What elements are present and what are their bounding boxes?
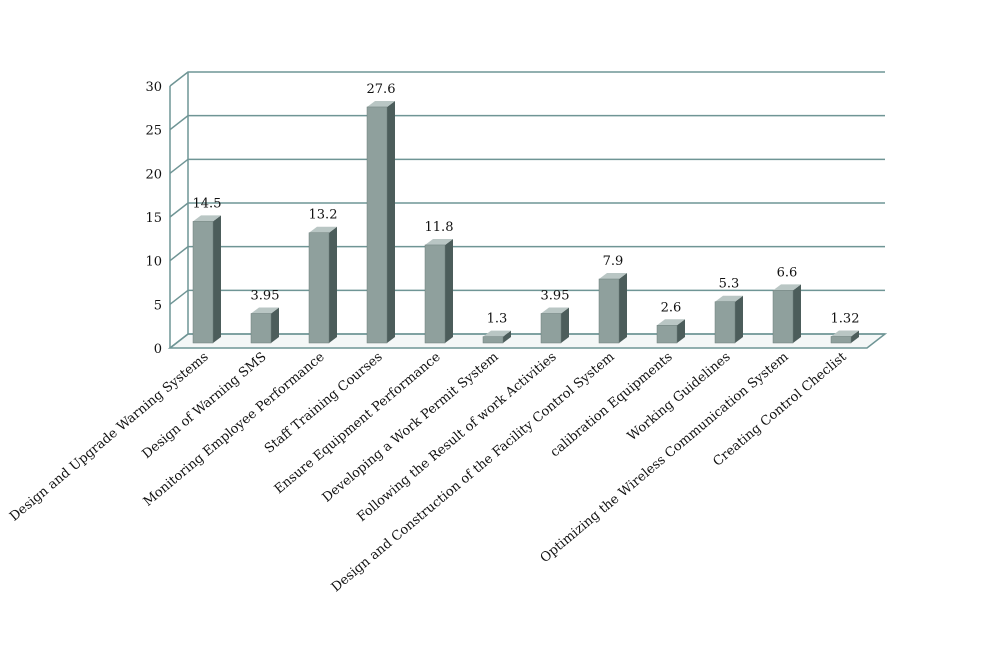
bar [598, 278, 620, 344]
y-tick-label: 0 [154, 342, 162, 357]
data-label: 27.6 [367, 82, 396, 97]
bar [540, 313, 562, 344]
bar-side [793, 284, 801, 343]
y-tick-label: 30 [145, 80, 162, 95]
bar [308, 232, 330, 344]
bar [656, 325, 678, 344]
data-label: 3.95 [541, 289, 570, 304]
bar-top [251, 307, 279, 314]
y-tick-label: 15 [145, 211, 162, 226]
x-tick-label: Staff Training Courses [262, 350, 386, 457]
bar-side [445, 238, 453, 343]
bar [424, 244, 446, 344]
bar-top [541, 307, 569, 314]
bar-side [561, 307, 569, 343]
bar-top [425, 238, 453, 245]
y-tick-label: 25 [145, 124, 162, 139]
bar [772, 290, 794, 344]
bar-top [599, 273, 627, 280]
bar-top [193, 215, 221, 222]
grid-line [169, 114, 885, 131]
bar [482, 336, 504, 344]
bar [714, 301, 736, 344]
bar-side [271, 307, 279, 343]
grid-line [169, 202, 885, 218]
bar-side [213, 215, 221, 343]
data-label: 7.9 [603, 254, 624, 269]
bar-top [309, 226, 337, 233]
data-label: 11.8 [425, 220, 454, 235]
bar-top [715, 295, 743, 302]
data-label: 1.32 [831, 311, 860, 326]
y-tick-label: 10 [145, 255, 162, 270]
grid-line [169, 71, 885, 87]
x-tick-label: Design and Construction of the Facility … [329, 350, 618, 596]
bar-side [735, 295, 743, 343]
bar-top [367, 100, 395, 107]
grid-line [169, 333, 885, 349]
data-label: 14.5 [193, 196, 222, 211]
bar-top [657, 319, 685, 326]
bar-side [851, 330, 859, 343]
grid-line [169, 245, 885, 262]
bar-top [831, 330, 859, 337]
y-tick-label: 20 [145, 167, 162, 182]
y-tick-label: 5 [154, 298, 162, 313]
bar-side [677, 319, 685, 343]
x-tick-label: calibration Equipments [548, 350, 676, 461]
data-label: 6.6 [777, 265, 798, 280]
bar-top [773, 284, 801, 291]
data-label: 13.2 [309, 208, 338, 223]
x-tick-label: Design and Upgrade Warning Systems [7, 350, 212, 525]
x-tick-label: Following the Result of work Activities [355, 350, 560, 525]
bar-top [483, 330, 511, 337]
bar-side [503, 330, 511, 343]
bar-side [619, 273, 627, 343]
grid-line [169, 158, 885, 174]
grid-line [169, 289, 885, 305]
bar [366, 106, 388, 344]
bar-side [387, 100, 395, 344]
data-label: 1.3 [487, 312, 508, 327]
data-label: 3.95 [251, 289, 280, 304]
bar-side [329, 226, 337, 343]
data-label: 5.3 [719, 277, 740, 292]
bar [830, 336, 852, 344]
bar [250, 313, 272, 344]
x-tick-label: Working Guidelines [625, 350, 734, 445]
bar [192, 221, 214, 344]
data-label: 2.6 [661, 300, 682, 315]
